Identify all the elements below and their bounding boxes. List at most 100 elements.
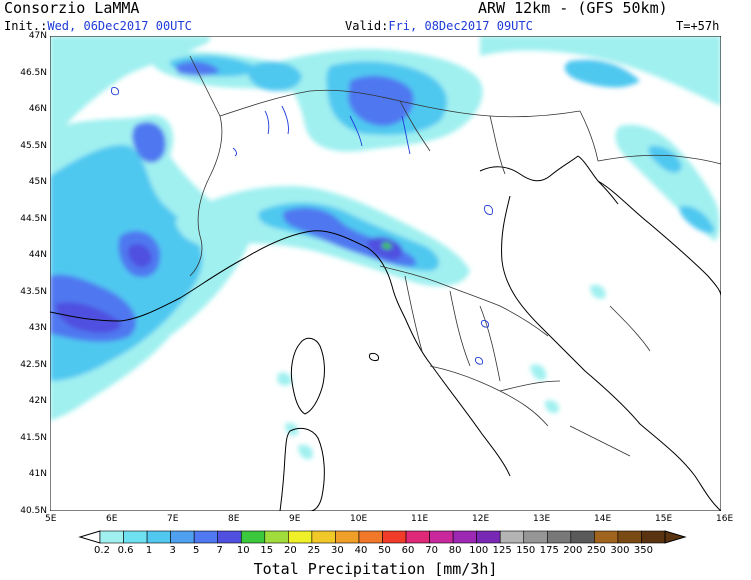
precip-area-west-heavy	[55, 302, 121, 333]
legend-level-label: 80	[448, 545, 462, 556]
legend-swatch	[452, 530, 477, 544]
valid-line: Valid:Fri, 08Dec2017 09UTC	[345, 20, 533, 33]
legend-swatch	[546, 530, 572, 544]
lon-tick-label: 14E	[594, 514, 612, 524]
legend-swatch	[99, 530, 124, 544]
lon-tick-label: 15E	[655, 514, 673, 524]
legend-level-label: 20	[283, 545, 297, 556]
legend-level-label: 1	[145, 545, 153, 556]
lon-tick-label: 7E	[167, 514, 179, 524]
precip-blob-provence-core	[127, 244, 152, 268]
lat-tick-label: 40.5N	[20, 506, 47, 516]
legend-swatch	[523, 530, 548, 544]
legend-swatch	[335, 530, 360, 544]
legend-swatch	[429, 530, 454, 544]
valid-label: Valid:	[345, 19, 389, 33]
precip-area-alps-east	[480, 36, 721, 106]
lon-tick-label: 11E	[411, 514, 429, 524]
precip-peak	[382, 242, 392, 250]
legend-swatch	[499, 530, 525, 544]
legend-level-label: 350	[633, 545, 653, 556]
lat-tick-label: 42N	[28, 396, 47, 407]
lat-tick-label: 46.5N	[20, 67, 47, 78]
legend-swatch	[240, 530, 266, 544]
lat-tick-label: 44.5N	[20, 213, 47, 224]
legend-swatch	[594, 530, 619, 544]
lon-tick-label: 12E	[472, 514, 490, 524]
lat-tick-label: 45N	[28, 177, 47, 188]
lead-time: T=+57h	[676, 19, 720, 33]
precip-area-croatia-mid	[648, 145, 682, 173]
legend-level-label: 250	[586, 545, 606, 556]
legend-level-label: 70	[425, 545, 438, 556]
legend-arrow-left	[78, 530, 101, 544]
precip-area-croatia-south	[679, 205, 715, 234]
precipitation-map	[50, 36, 721, 511]
precip-cell-adriatic2	[544, 400, 559, 414]
lat-tick-label: 41.5N	[20, 432, 47, 443]
legend-swatch	[264, 530, 289, 544]
legend-level-label: 60	[401, 545, 415, 556]
precip-area-alps-east-mid	[564, 59, 640, 88]
legend-swatch	[358, 530, 383, 544]
lat-tick-label: 43.5N	[20, 286, 47, 297]
precipitation-legend	[78, 530, 687, 544]
borders	[189, 55, 721, 457]
lon-tick-label: 8E	[228, 514, 240, 524]
legend-swatch	[288, 530, 313, 544]
legend-level-label: 15	[260, 545, 274, 556]
lon-tick-label: 13E	[533, 514, 551, 524]
precipitation-field	[50, 36, 721, 460]
legend-swatch	[311, 530, 336, 544]
legend-level-label: 150	[516, 545, 536, 556]
precip-cell-corsica	[277, 372, 292, 386]
precip-cell-adriatic3	[590, 284, 606, 299]
legend-level-label: 0.2	[94, 545, 110, 556]
init-line: Init.:Wed, 06Dec2017 00UTC	[4, 20, 192, 33]
init-label: Init.:	[4, 19, 48, 33]
legend-level-label: 3	[169, 545, 176, 556]
precip-cell-sardinia	[298, 444, 313, 460]
legend-title: Total Precipitation [mm/3h]	[253, 560, 498, 578]
legend-level-label: 175	[539, 545, 559, 556]
legend-swatch	[570, 530, 595, 544]
lat-tick-label: 42.5N	[20, 359, 47, 370]
lat-tick-label: 45.5N	[20, 140, 47, 151]
lon-tick-label: 6E	[106, 514, 118, 524]
product-title: Consorzio LaMMA	[4, 0, 140, 17]
legend-swatch	[476, 530, 501, 544]
legend-swatch	[123, 530, 148, 544]
lat-tick-label: 43N	[28, 323, 47, 334]
legend-swatch	[617, 530, 642, 544]
lat-tick-label: 41N	[28, 469, 47, 480]
precip-cell-adriatic1	[530, 364, 547, 381]
coastlines	[50, 155, 721, 511]
init-value: Wed, 06Dec2017 00UTC	[47, 19, 192, 33]
precip-area-alps-nw	[248, 61, 302, 91]
legend-level-label: 50	[378, 545, 391, 556]
precip-area-west-light	[50, 36, 210, 146]
legend-swatch	[170, 530, 195, 544]
model-label: ARW 12km - (GFS 50km)	[478, 0, 668, 17]
legend-swatch	[193, 530, 219, 544]
legend-level-label: 40	[354, 545, 368, 556]
legend-colorbar	[78, 530, 687, 544]
legend-swatch	[146, 530, 171, 544]
legend-swatch	[641, 530, 666, 544]
legend-level-label: 300	[610, 545, 630, 556]
legend-swatch	[382, 530, 407, 544]
legend-level-label: 30	[331, 545, 344, 556]
legend-level-label: 0.6	[117, 545, 134, 556]
lat-tick-label: 47N	[28, 31, 47, 41]
valid-value: Fri, 08Dec2017 09UTC	[388, 19, 533, 33]
legend-level-label: 7	[216, 545, 223, 556]
precip-blob-westalps	[132, 122, 166, 163]
legend-swatch	[217, 530, 242, 544]
legend-level-label: 25	[307, 545, 321, 556]
lon-tick-label: 5E	[45, 514, 57, 524]
legend-level-label: 125	[492, 545, 512, 556]
legend-level-label: 100	[469, 545, 489, 556]
lat-tick-label: 44N	[28, 250, 47, 261]
lon-tick-label: 9E	[289, 514, 301, 524]
precip-area-north-strong	[175, 61, 220, 76]
